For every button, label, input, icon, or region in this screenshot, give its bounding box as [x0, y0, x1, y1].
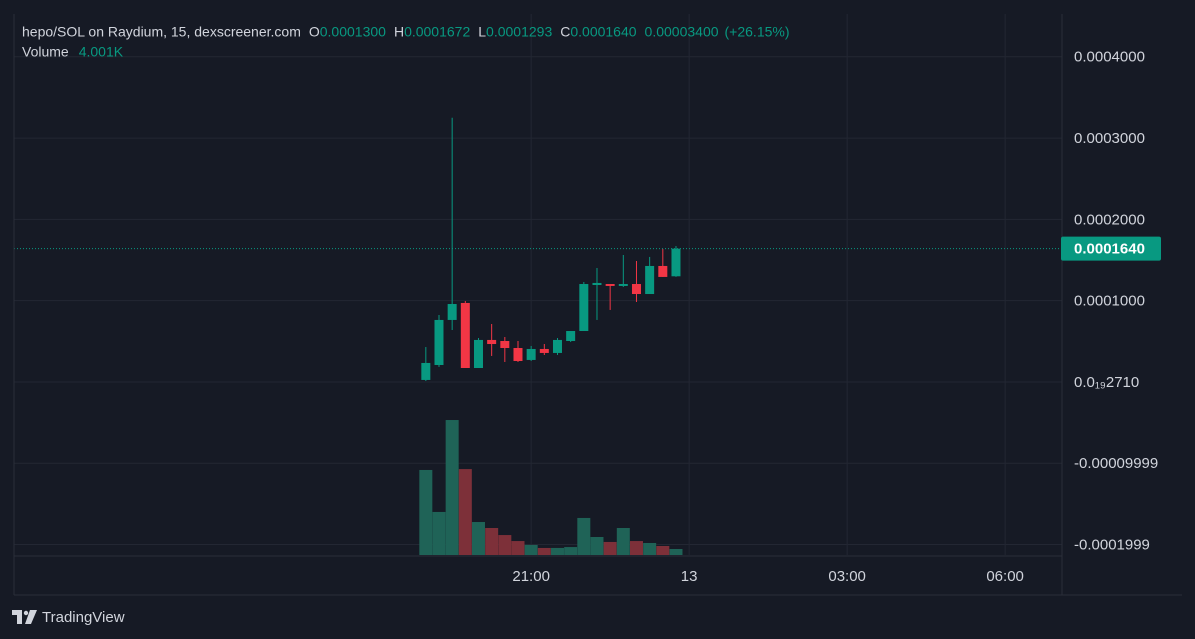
candle-body: [645, 265, 655, 295]
y-tick-label: 0.0002000: [1074, 211, 1145, 228]
candle-body: [552, 339, 562, 353]
tradingview-logo: TradingView: [12, 609, 125, 626]
candle-body: [513, 347, 523, 362]
volume-bar: [656, 546, 670, 555]
candle-body: [447, 304, 457, 320]
volume-bar: [524, 544, 538, 555]
labels: 0.0004000 0.0003000 0.0002000 0.0001000 0.0₁…: [22, 24, 1161, 585]
candle-body: [671, 248, 681, 277]
volume-bar: [564, 547, 578, 555]
candle-body: [579, 284, 589, 332]
x-tick-label: 13: [681, 568, 698, 585]
x-tick-label: 21:00: [512, 568, 550, 585]
volume-value: 4.001K: [79, 44, 124, 60]
ohlc-key: O: [309, 24, 320, 40]
candle-body: [500, 341, 510, 348]
ohlc-value: 0.0001672: [404, 24, 470, 40]
y-tick-label: 0.0₁₉2710: [1074, 374, 1139, 391]
y-tick-label: -0.0001999: [1074, 536, 1150, 553]
volume-bar: [537, 547, 551, 555]
x-tick-label: 03:00: [828, 568, 866, 585]
last-price-label: 0.0001640: [1074, 241, 1145, 258]
candle-body: [487, 339, 497, 345]
y-tick-label: 0.0001000: [1074, 293, 1145, 310]
change-value: 0.00003400: [645, 24, 719, 40]
volume-bar: [458, 469, 472, 555]
candle-body: [460, 302, 470, 368]
volume-bar: [445, 420, 459, 555]
volume-bar: [590, 537, 604, 555]
candle-body: [526, 348, 536, 360]
footer-brand: TradingView: [42, 609, 125, 626]
volume-bar: [498, 535, 512, 555]
volume-bar: [550, 547, 564, 555]
volume-title: Volume: [22, 44, 69, 60]
candle-body: [605, 284, 615, 286]
ohlc-key: H: [394, 24, 404, 40]
candle-body: [539, 348, 549, 353]
volume-bar: [419, 469, 433, 555]
last-price-box: [1061, 236, 1161, 261]
y-tick-label: 0.0004000: [1074, 49, 1145, 66]
ohlc-key: L: [478, 24, 486, 40]
volume-bar: [643, 543, 657, 555]
change-percent: (+26.15%): [725, 24, 790, 40]
ohlc-value: 0.0001293: [486, 24, 552, 40]
candle-body: [421, 362, 431, 380]
volume-bar: [432, 511, 446, 555]
volume-bar: [577, 517, 591, 555]
logo-dot: [23, 610, 29, 616]
ohlc-value: 0.0001300: [320, 24, 386, 40]
candle-body: [658, 265, 668, 277]
ohlc-value: 0.0001640: [570, 24, 636, 40]
volume-bar: [616, 528, 630, 555]
volume-bar: [669, 548, 683, 555]
candle-body: [592, 282, 602, 285]
volume-bar: [471, 522, 485, 555]
logo-slash: [25, 610, 37, 624]
ohlc-key: C: [560, 24, 570, 40]
volume-bar: [603, 541, 617, 555]
grid: [14, 14, 1062, 555]
volume-bar: [485, 528, 499, 555]
marks: [14, 117, 1062, 555]
volume-bar: [629, 541, 643, 555]
symbol-title: hepo/SOL on Raydium, 15, dexscreener.com: [22, 24, 301, 40]
volume-bar: [511, 541, 525, 555]
logo-mark: [12, 610, 22, 624]
x-tick-label: 06:00: [986, 568, 1024, 585]
candle-body: [473, 339, 483, 368]
y-tick-label: -0.00009999: [1074, 455, 1158, 472]
candle-body: [434, 319, 444, 365]
candle-body: [631, 284, 641, 295]
candle-body: [566, 331, 576, 342]
y-tick-label: 0.0003000: [1074, 130, 1145, 147]
candle-body: [618, 284, 628, 286]
